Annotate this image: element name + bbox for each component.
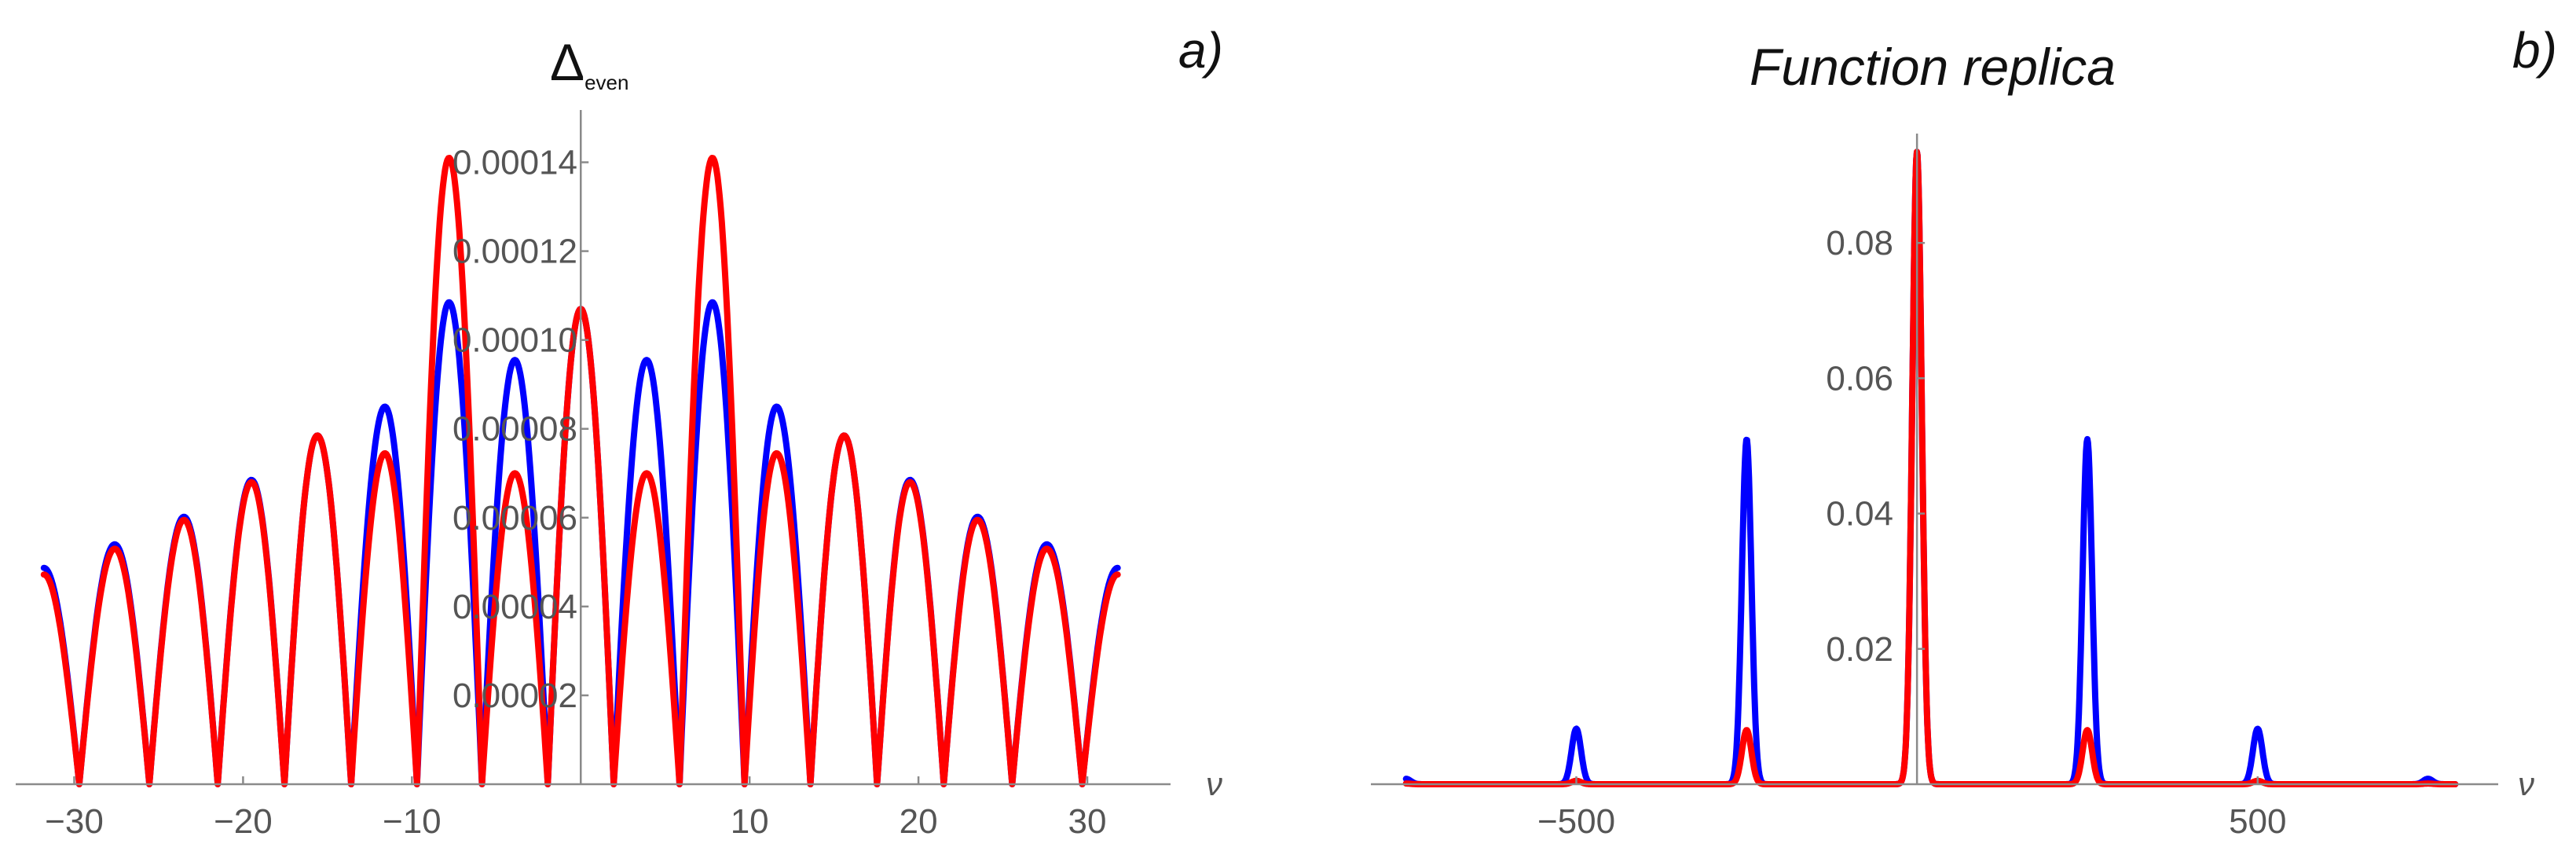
panel-b-x-tick-label: −500 <box>1537 802 1615 841</box>
panel-a-y-tick-label: 0.00010 <box>453 321 577 360</box>
panel-a-series-red-peak-point <box>710 156 714 160</box>
panel-b-series-blue-line <box>1402 149 2459 787</box>
panel-a-x-axis-label: ν <box>1206 765 1222 802</box>
panel-a-y-ticks: 0.00002 0.00004 0.00006 0.00008 0.00010 0.000… <box>453 144 589 715</box>
panel-a-series-blue-peak-point <box>513 358 517 362</box>
panel-a-title-main: Δ <box>550 33 584 91</box>
panel-a-y-tick-label: 0.00012 <box>453 233 577 271</box>
panel-b-axes <box>1371 134 2498 786</box>
panel-b-x-axis-label: ν <box>2518 765 2534 802</box>
panel-a-series-blue-peak-point <box>710 300 714 304</box>
panel-b-y-ticks: 0.02 0.04 0.06 0.08 <box>1826 224 1926 669</box>
panel-b-letter: b) <box>2512 22 2557 79</box>
panel-b-y-tick-label: 0.06 <box>1826 359 1893 398</box>
panel-a-x-tick-label: 30 <box>1068 802 1107 841</box>
panel-a-y-tick-label: 0.00004 <box>453 588 577 626</box>
panel-b-title: Function replica <box>1750 38 2116 96</box>
panel-a-series-blue-peak-point <box>113 542 117 546</box>
panel-a-axes <box>16 110 1171 786</box>
panel-a-series-red-peak-point <box>113 547 117 551</box>
panel-a-x-tick-label: −20 <box>214 802 273 841</box>
panel-b-series-blue-peak-point <box>2426 777 2430 781</box>
panel-a-series-red-peak-point <box>1045 547 1049 551</box>
panel-a-y-tick-label: 0.00008 <box>453 410 577 449</box>
panel-b-series-group <box>1402 149 2459 787</box>
panel-a-series-blue-peak-point <box>447 300 451 304</box>
panel-b-series-blue-peak-point <box>2255 727 2259 731</box>
panel-a-x-tick-label: 20 <box>900 802 938 841</box>
panel-b-series-blue-peak-point <box>1404 777 1408 781</box>
panel-b-x-ticks: −500 500 <box>1537 776 2287 841</box>
panel-a-x-tick-label: −10 <box>383 802 442 841</box>
panel-b-series-blue-peak-point <box>1574 727 1578 731</box>
panel-a-series-blue-peak-point <box>383 405 387 409</box>
panel-a-series-blue-peak-point <box>645 358 649 362</box>
panel-a-y-tick-label: 0.00014 <box>453 144 577 182</box>
panel-b-series-red-peak-point <box>1745 728 1749 732</box>
panel-a-series-blue-peak-point <box>1045 542 1049 546</box>
panel-a-chart: −30 −20 −10 10 20 30 0.000020.000040.000060.0… <box>16 22 1223 841</box>
panel-b-x-tick-label: 500 <box>2229 802 2286 841</box>
panel-a-series-blue-peak-point <box>42 566 46 570</box>
panel-a-series-red-peak-point <box>775 451 779 455</box>
panel-a-letter: a) <box>1178 22 1223 79</box>
panel-b-y-tick-label: 0.04 <box>1826 495 1893 534</box>
panel-b-series-red-line <box>1402 149 2459 787</box>
panel-a-x-ticks: −30 −20 −10 10 20 30 <box>45 776 1107 841</box>
panel-a-series-blue-peak-point <box>775 405 779 409</box>
panel-a-series-red-peak-point <box>182 518 186 522</box>
panel-a-series-red-peak-point <box>383 451 387 455</box>
panel-a-x-tick-label: 10 <box>731 802 769 841</box>
panel-a-title-subscript: even <box>584 71 628 94</box>
panel-a-series-red-peak-point <box>908 480 912 484</box>
panel-a-series-red-peak-point <box>315 434 319 438</box>
panel-b-series-blue-peak-point <box>2085 437 2089 441</box>
panel-a-y-tick-label: 0.00006 <box>453 499 577 537</box>
panel-a-title: Δeven <box>550 33 628 94</box>
panel-b-series-red-peak-point <box>2085 728 2089 732</box>
panel-a-x-tick-label: −30 <box>45 802 104 841</box>
panel-a-series-red-peak-point <box>42 573 46 577</box>
panel-a-series-red-peak-point <box>842 434 846 438</box>
panel-a-series-red-peak-point <box>1116 573 1119 577</box>
panel-b-chart: −500 500 0.02 0.04 0.06 0.08 ν Function repl… <box>1371 22 2557 841</box>
panel-b-y-tick-label: 0.02 <box>1826 630 1893 669</box>
panel-a-series-blue-peak-point <box>1116 566 1119 570</box>
panel-a-y-tick-label: 0.00002 <box>453 677 577 715</box>
panel-b-series-blue-peak-point <box>1745 437 1749 441</box>
panel-b-y-tick-label: 0.08 <box>1826 224 1893 262</box>
panel-a-series-red-peak-point <box>645 471 649 475</box>
panel-a-series-red-peak-point <box>513 471 517 475</box>
panel-a-series-red-peak-point <box>250 480 254 484</box>
panel-a-series-red-peak-point <box>447 156 451 160</box>
panel-a-series-red-peak-point <box>976 518 980 522</box>
